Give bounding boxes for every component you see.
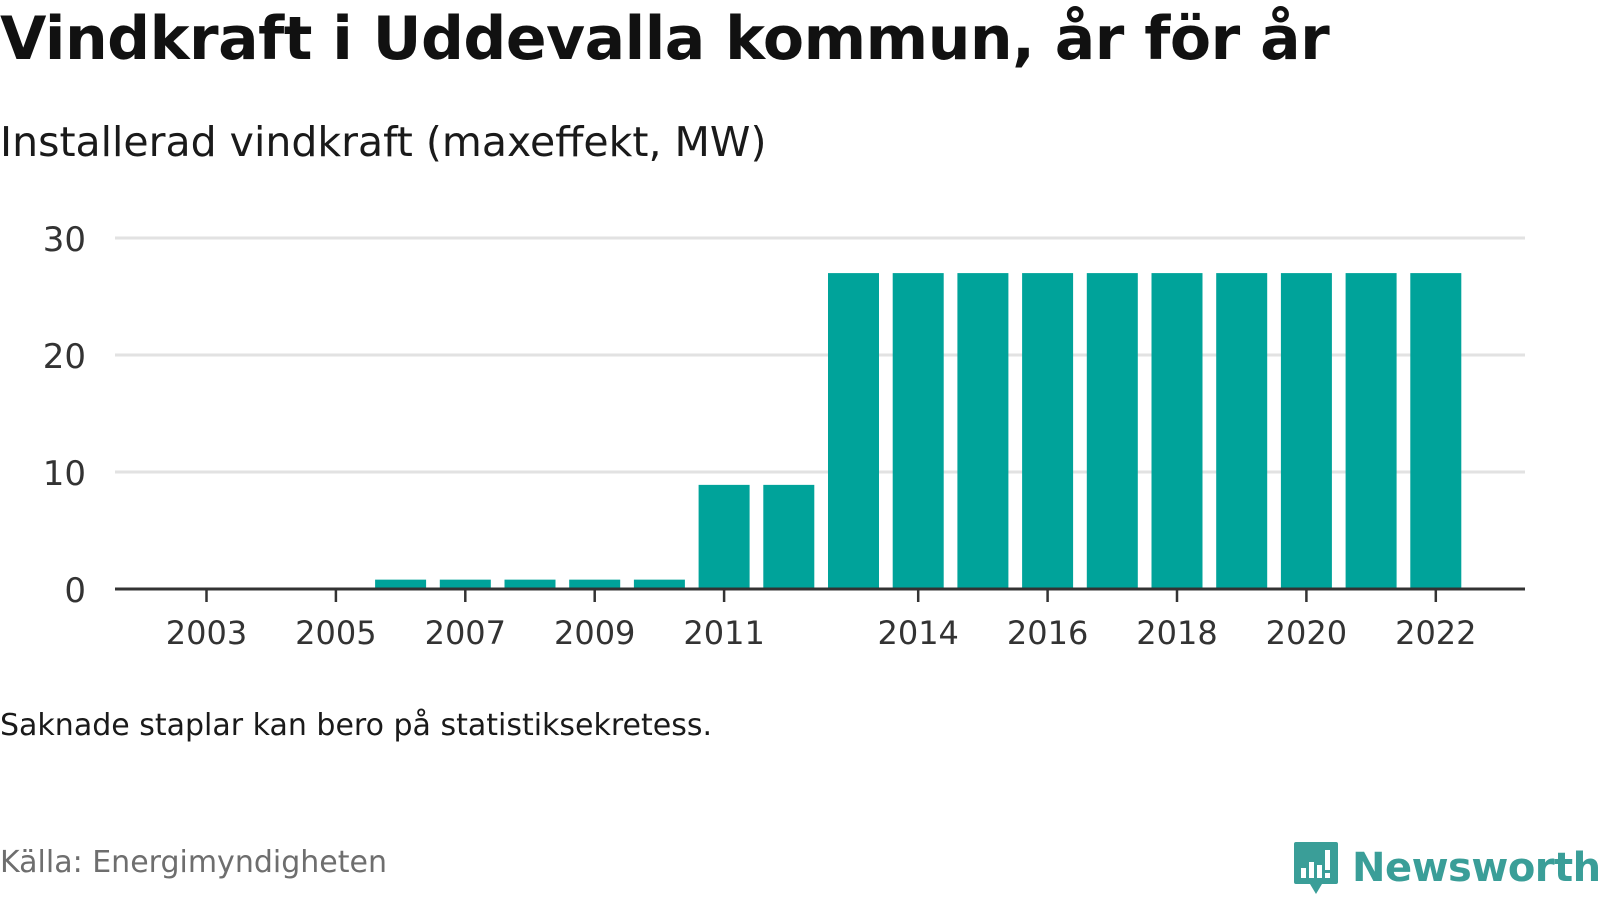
bar (1410, 273, 1462, 589)
bar-chart: 0 10 20 30 2003 2005 2007 2009 2011 2014 2016 2018… (43, 220, 1525, 652)
y-tick-label: 0 (64, 571, 86, 611)
newsworthy-logo: Newsworthy (1292, 840, 1600, 896)
x-tick-label: 2009 (554, 614, 635, 652)
chart-title: Vindkraft i Uddevalla kommun, år för år (0, 4, 1330, 74)
bar (1216, 273, 1268, 589)
bar (1151, 273, 1203, 589)
bars (375, 273, 1462, 589)
y-tick-label: 20 (43, 337, 86, 377)
bar (957, 273, 1009, 589)
bar (1022, 273, 1074, 589)
chart-subtitle: Installerad vindkraft (maxeffekt, MW) (0, 118, 767, 166)
y-tick-label: 30 (43, 220, 86, 260)
bar (763, 484, 815, 589)
x-tick-label: 2020 (1266, 614, 1347, 652)
x-tick-label: 2022 (1395, 614, 1476, 652)
bar (633, 579, 685, 589)
x-tick-label: 2011 (683, 614, 764, 652)
x-tick-label: 2007 (425, 614, 506, 652)
y-tick-label: 10 (43, 454, 86, 494)
y-tick-labels: 0 10 20 30 (43, 220, 86, 611)
x-tick-label: 2016 (1007, 614, 1088, 652)
bar (375, 579, 427, 589)
x-tick-label: 2018 (1136, 614, 1217, 652)
bar (698, 484, 750, 589)
bar (439, 579, 491, 589)
bar (1280, 273, 1332, 589)
x-tick-label: 2005 (295, 614, 376, 652)
brand-name: Newsworthy (1352, 845, 1600, 891)
bar (569, 579, 621, 589)
bar (504, 579, 556, 589)
bar (892, 273, 944, 589)
x-tick-labels: 2003 2005 2007 2009 2011 2014 2016 2018 2020 2022 (166, 589, 1477, 652)
bar-chart-speech-bubble-icon (1294, 842, 1338, 894)
bar (828, 273, 879, 589)
x-tick-label: 2014 (877, 614, 958, 652)
bar (1086, 273, 1138, 589)
footnote: Saknade staplar kan bero på statistiksek… (0, 708, 713, 743)
source-text: Källa: Energimyndigheten (0, 845, 387, 880)
x-tick-label: 2003 (166, 614, 247, 652)
bar (1345, 273, 1397, 589)
